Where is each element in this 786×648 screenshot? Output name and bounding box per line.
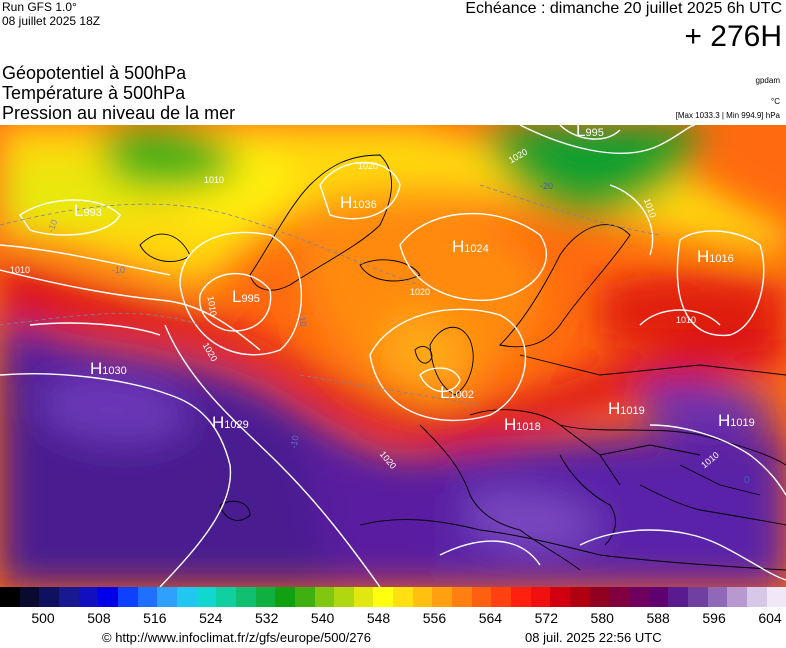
isobars (0, 125, 786, 587)
colorbar-swatch (471, 587, 492, 607)
render-timestamp: 08 juil. 2025 22:56 UTC (525, 630, 662, 645)
colorbar-swatch (629, 587, 649, 607)
high-center: H1018 (504, 415, 541, 434)
temperature-contours (0, 184, 661, 406)
colorbar-swatch (491, 587, 512, 607)
colorbar-tick-label: 564 (478, 610, 503, 626)
low-center: L995 (232, 287, 260, 306)
param-pressure: Pression au niveau de la mer (2, 103, 236, 123)
colorbar-swatch (511, 587, 531, 607)
colorbar-swatch (0, 587, 20, 607)
high-center: H1019 (718, 411, 755, 430)
run-date-label: 08 juillet 2025 18Z (2, 14, 101, 28)
high-center: H1036 (340, 193, 377, 212)
colorbar-swatch (235, 587, 256, 607)
colorbar-tick-label: 532 (255, 610, 279, 626)
isobar-label: 1010 (10, 265, 31, 275)
high-center: H1019 (608, 399, 645, 418)
credit-link[interactable]: © http://www.infoclimat.fr/z/gfs/europe/… (102, 630, 371, 645)
run-model-label: Run GFS 1.0° (2, 0, 77, 14)
high-center: H1016 (697, 247, 734, 266)
temperature-label: -10 (296, 312, 309, 328)
colorbar-swatch (687, 587, 708, 607)
colorbar-swatch (58, 587, 79, 607)
temperature-label: -10 (112, 265, 126, 275)
isobar-label: 1020 (358, 161, 379, 171)
colorbar-swatch (648, 587, 669, 607)
colorbar-tick-label: 540 (310, 610, 335, 626)
colorbar-swatch (176, 587, 197, 607)
colorbar-swatch (570, 587, 590, 607)
colorbar-swatch (727, 587, 747, 607)
lead-time-label: + 276H (684, 20, 782, 53)
colorbar-swatch (668, 587, 688, 607)
colorbar-swatch (353, 587, 374, 607)
colorbar-swatch (707, 587, 728, 607)
colorbar-swatch (294, 587, 315, 607)
temperature-label: 0 (744, 475, 750, 486)
low-center: L993 (74, 201, 102, 220)
colorbar-tick-label: 548 (366, 610, 391, 626)
colorbar-swatch (39, 587, 59, 607)
colorbar-swatch (373, 587, 394, 607)
colorbar-swatch (196, 587, 217, 607)
colorbar-swatch (137, 587, 158, 607)
isobar-label: 1020 (410, 287, 431, 297)
colorbar-swatch (19, 587, 40, 607)
colorbar-labels: 500 508 516 524 532 540 548 556 564 572 580 588 596 6… (0, 610, 786, 628)
param-geopotential: Géopotentiel à 500hPa (2, 63, 187, 83)
colorbar (0, 587, 786, 607)
colorbar-swatch (412, 587, 433, 607)
colorbar-swatch (766, 587, 786, 607)
high-center: H1029 (212, 413, 249, 432)
colorbar-swatch (98, 587, 118, 607)
colorbar-swatch (117, 587, 138, 607)
colorbar-tick-label: 524 (199, 610, 223, 626)
colorbar-swatch (216, 587, 236, 607)
colorbar-tick-label: 500 (31, 610, 55, 626)
colorbar-swatch (334, 587, 354, 607)
high-center: H1030 (90, 359, 127, 378)
param-temperature: Température à 500hPa (2, 83, 186, 103)
colorbar-tick-label: 580 (590, 610, 614, 626)
high-center: H1024 (452, 237, 489, 256)
colorbar-swatch (432, 587, 453, 607)
isobar-label: 1010 (204, 175, 225, 185)
colorbar-tick-label: 508 (87, 610, 111, 626)
colorbar-swatch (589, 587, 610, 607)
colorbar-tick-label: 572 (534, 610, 558, 626)
weather-map: H1036 H1024 H1016 H1030 H1029 H1018 H101… (0, 125, 786, 587)
colorbar-swatch (78, 587, 99, 607)
unit-temperature: °C (771, 97, 780, 106)
temperature-label: -20 (540, 181, 554, 191)
unit-geopotential: gpdam (755, 76, 780, 85)
colorbar-swatch (157, 587, 177, 607)
low-center: L1002 (440, 383, 474, 402)
colorbar-swatch (255, 587, 276, 607)
colorbar-tick-label: 604 (758, 610, 782, 626)
colorbar-swatch (275, 587, 295, 607)
colorbar-tick-label: 556 (422, 610, 447, 626)
colorbar-swatch (550, 587, 571, 607)
coastlines (139, 154, 786, 571)
colorbar-swatch (452, 587, 472, 607)
colorbar-tick-label: 516 (143, 610, 167, 626)
colorbar-swatch (314, 587, 335, 607)
colorbar-tick-label: 588 (646, 610, 670, 626)
isobar-label: 1010 (676, 315, 697, 325)
colorbar-swatch (393, 587, 413, 607)
valid-time-label: Echéance : dimanche 20 juillet 2025 6h U… (465, 0, 782, 17)
colorbar-tick-label: 596 (702, 610, 726, 626)
pressure-range: [Max 1033.3 | Min 994.9] hPa (675, 111, 780, 120)
map-canvas (0, 125, 786, 587)
colorbar-swatch (609, 587, 629, 607)
low-center: L995 (576, 125, 604, 140)
colorbar-swatch (746, 587, 767, 607)
colorbar-swatch (530, 587, 551, 607)
